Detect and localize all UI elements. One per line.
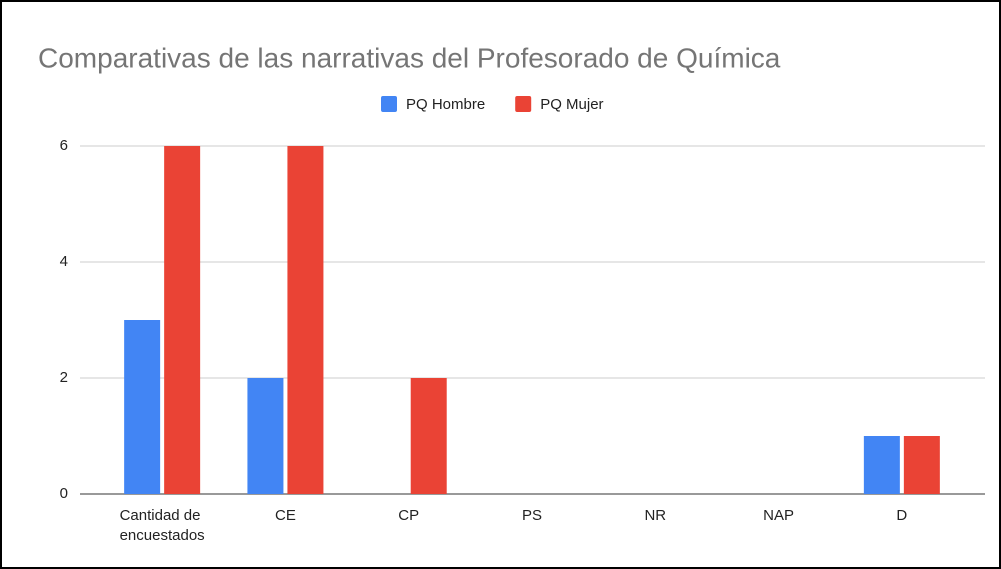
legend-swatch bbox=[515, 96, 532, 112]
y-tick-label: 2 bbox=[60, 369, 68, 386]
legend-label: PQ Hombre bbox=[406, 96, 485, 113]
bar bbox=[863, 436, 900, 494]
legend-swatch bbox=[381, 96, 397, 112]
chart-title: Comparativas de las narrativas del Profe… bbox=[38, 42, 781, 73]
x-tick-label: CP bbox=[398, 507, 419, 524]
bar bbox=[124, 320, 161, 494]
bar bbox=[164, 146, 201, 494]
x-tick-label: PS bbox=[522, 507, 542, 524]
y-tick-label: 6 bbox=[60, 137, 68, 154]
bar bbox=[903, 436, 940, 494]
y-tick-label: 0 bbox=[60, 485, 68, 502]
x-tick-label: Cantidad de encuestados bbox=[120, 507, 205, 544]
bar bbox=[247, 378, 284, 494]
x-tick-label: D bbox=[896, 507, 907, 524]
y-tick-label: 4 bbox=[60, 253, 68, 270]
x-tick-label: NAP bbox=[763, 507, 794, 524]
legend-label: PQ Mujer bbox=[540, 96, 603, 113]
x-tick-label: NR bbox=[644, 507, 666, 524]
bar bbox=[410, 378, 447, 494]
x-tick-label: CE bbox=[275, 507, 296, 524]
bar bbox=[287, 146, 324, 494]
